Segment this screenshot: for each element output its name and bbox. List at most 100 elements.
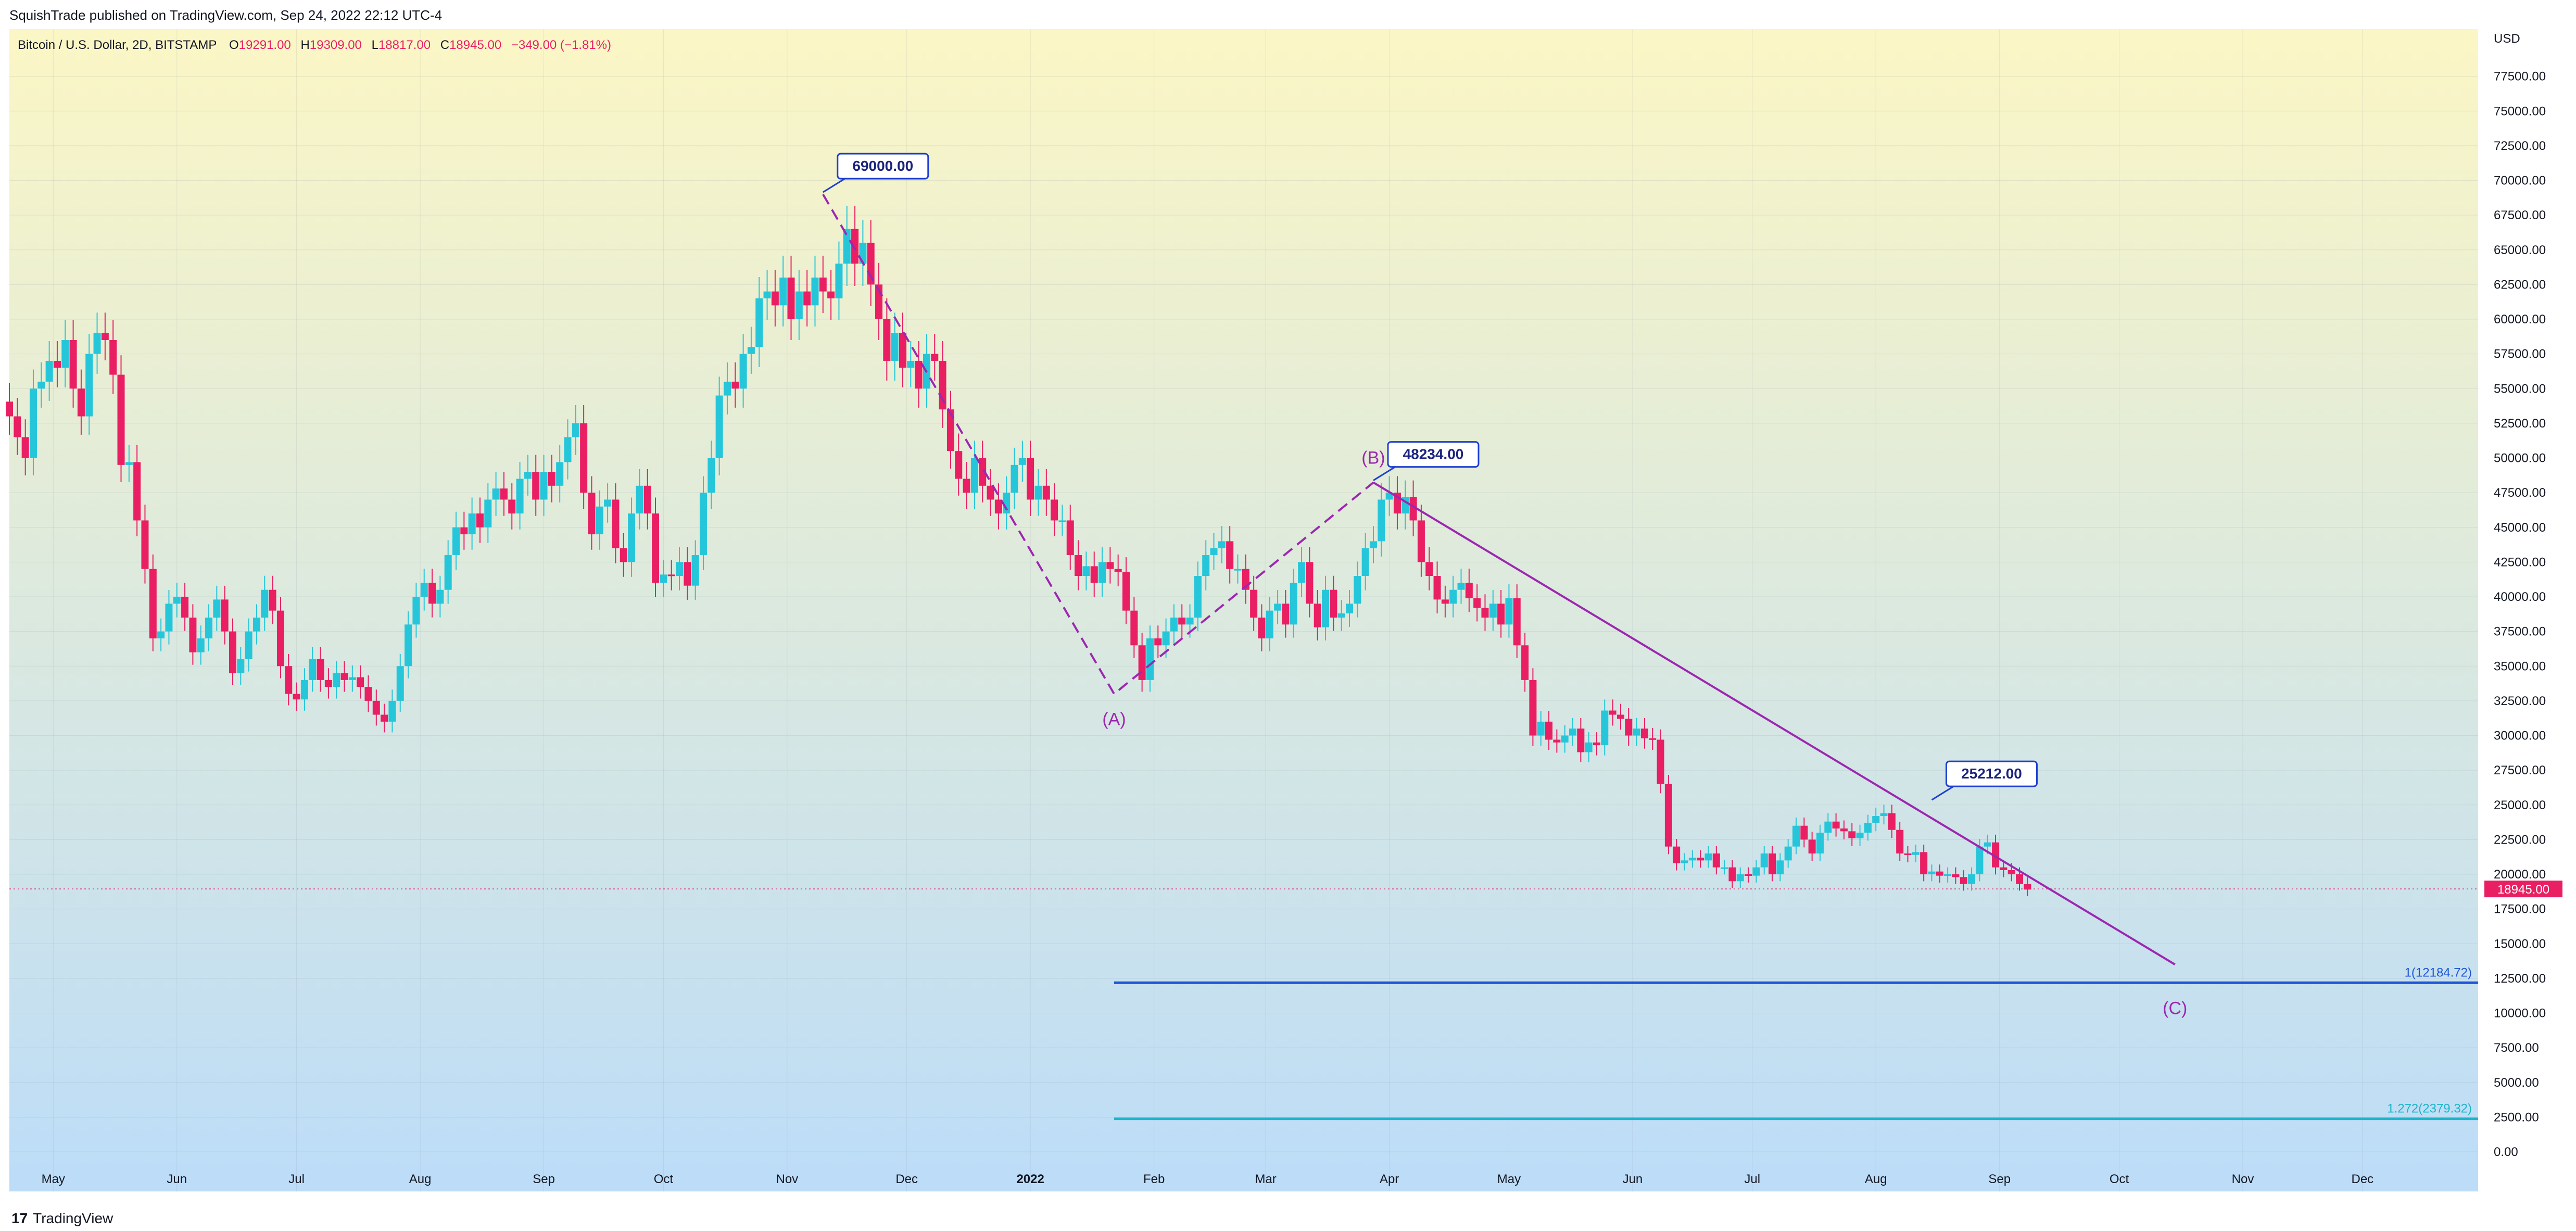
price-tick-label: 57500.00 xyxy=(2494,347,2546,361)
symbol-info: Bitcoin / U.S. Dollar, 2D, BITSTAMP xyxy=(18,38,217,52)
candle-up xyxy=(252,617,260,632)
candle-up xyxy=(468,513,476,535)
publish-info: SquishTrade published on TradingView.com… xyxy=(9,7,443,23)
candle-down xyxy=(276,610,284,667)
candle-up xyxy=(604,499,612,507)
candle-up xyxy=(1864,823,1872,833)
candle-up xyxy=(970,458,978,493)
candle-up xyxy=(1704,853,1712,861)
plot-background xyxy=(9,29,2478,1191)
candle-down xyxy=(1609,710,1617,715)
candle-up xyxy=(1082,566,1090,576)
candle-up xyxy=(1537,721,1545,736)
candle-up xyxy=(492,488,500,500)
time-tick-label: Apr xyxy=(1380,1172,1399,1186)
price-tick-label: 72500.00 xyxy=(2494,139,2546,153)
price-label-text: 48234.00 xyxy=(1403,446,1464,462)
candle-up xyxy=(1505,598,1513,625)
candle-down xyxy=(851,229,859,264)
candle-down xyxy=(1808,839,1816,854)
candle-down xyxy=(1154,638,1162,646)
candle-down xyxy=(1481,608,1489,618)
candle-up xyxy=(516,479,524,514)
candle-up xyxy=(907,360,915,368)
time-tick-label: 2022 xyxy=(1016,1172,1044,1186)
candle-down xyxy=(1106,562,1114,569)
candle-down xyxy=(2016,874,2024,884)
candle-up xyxy=(1824,821,1832,833)
candle-up xyxy=(1816,833,1824,854)
candle-up xyxy=(835,263,843,299)
candle-up xyxy=(691,555,699,586)
candle-down xyxy=(883,319,891,361)
fib-level-label: 1.272(2379.32) xyxy=(2387,1102,2472,1116)
candle-up xyxy=(93,333,101,354)
candle-up xyxy=(1210,548,1218,556)
candle-down xyxy=(1553,739,1561,743)
price-tick-label: 47500.00 xyxy=(2494,486,2546,500)
candle-down xyxy=(1617,714,1624,719)
time-tick-label: Feb xyxy=(1143,1172,1165,1186)
candle-up xyxy=(237,659,245,673)
candle-down xyxy=(532,472,540,500)
candle-up xyxy=(676,562,684,576)
price-label-pointer xyxy=(823,178,845,193)
candle-down xyxy=(1330,589,1337,618)
candle-down xyxy=(803,291,811,306)
candle-down xyxy=(1226,541,1234,569)
candle-down xyxy=(1769,853,1776,874)
candle-down xyxy=(181,597,189,618)
candle-up xyxy=(1721,867,1728,869)
candle-down xyxy=(117,374,125,465)
time-axis[interactable]: May Jun Jul Aug Sep Oct Nov Dec 2022 Feb Mar Apr May… xyxy=(42,1172,2374,1186)
candle-down xyxy=(1521,645,1529,680)
wave-label: (C) xyxy=(2163,998,2187,1018)
candle-down xyxy=(787,278,795,319)
candle-down xyxy=(101,333,109,340)
candle-down xyxy=(1513,598,1521,646)
candle-up xyxy=(1633,728,1640,736)
candle-up xyxy=(699,493,707,556)
time-tick-label: Mar xyxy=(1255,1172,1276,1186)
candle-down xyxy=(1545,721,1553,740)
candle-up xyxy=(1872,816,1880,823)
last-price-tag xyxy=(2484,881,2562,898)
candle-up xyxy=(1784,846,1792,861)
candle-down xyxy=(684,562,691,586)
time-tick-label: Sep xyxy=(533,1172,555,1186)
price-axis[interactable]: USD 0.00 2500.00 5000.00 7500.00 10000.00 1250… xyxy=(2484,32,2562,1159)
candle-up xyxy=(412,597,420,625)
price-label-text: 25212.00 xyxy=(1961,765,2022,782)
candle-up xyxy=(1003,493,1011,514)
tradingview-logo[interactable]: 17 TradingView xyxy=(11,1210,113,1227)
candle-up xyxy=(891,333,899,361)
candle-down xyxy=(899,333,907,368)
candle-up xyxy=(452,527,460,556)
candle-up xyxy=(1274,604,1282,611)
wave-label: (B) xyxy=(1361,448,1385,468)
candle-up xyxy=(45,360,53,382)
candle-down xyxy=(1697,858,1704,861)
candle-up xyxy=(388,700,396,722)
last-price-tag-text: 18945.00 xyxy=(2497,883,2549,897)
fib-level-label: 1(12184.72) xyxy=(2405,965,2472,979)
publish-header: SquishTrade published on TradingView.com… xyxy=(0,0,2576,29)
candle-up xyxy=(1776,860,1784,874)
price-tick-label: 5000.00 xyxy=(2494,1076,2539,1090)
candle-down xyxy=(652,513,660,583)
candle-up xyxy=(779,278,787,306)
candle-up xyxy=(1354,576,1361,604)
candle-down xyxy=(667,574,675,576)
brand-name: TradingView xyxy=(33,1210,113,1226)
candle-down xyxy=(2007,870,2015,874)
candle-down xyxy=(819,278,827,292)
candle-down xyxy=(1425,562,1433,576)
candle-up xyxy=(1218,541,1226,548)
candle-down xyxy=(133,462,141,521)
candle-up xyxy=(1266,610,1273,638)
candle-up xyxy=(1561,735,1569,743)
candle-up xyxy=(213,599,221,618)
candle-up xyxy=(1688,858,1696,861)
candle-down xyxy=(731,381,739,389)
